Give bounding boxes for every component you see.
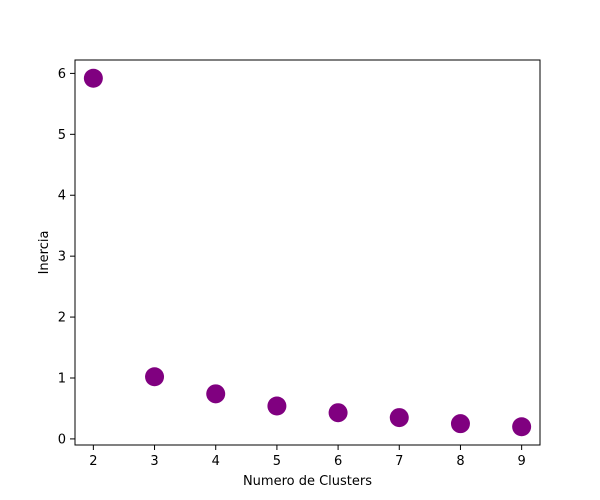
data-point xyxy=(450,414,470,434)
data-points xyxy=(83,68,532,437)
y-axis: 0 1 2 3 4 5 6 xyxy=(58,67,75,447)
plot-area xyxy=(74,59,541,446)
x-tick-label: 3 xyxy=(150,454,158,469)
y-tick-label: 1 xyxy=(58,371,66,386)
x-tick-label: 7 xyxy=(395,454,403,469)
data-point xyxy=(328,403,348,423)
y-tick-label: 0 xyxy=(58,432,66,447)
x-tick-label: 5 xyxy=(273,454,281,469)
x-axis: 2 3 4 5 6 7 8 9 xyxy=(89,445,526,469)
x-tick-label: 2 xyxy=(89,454,97,469)
x-tick-label: 4 xyxy=(212,454,220,469)
x-axis-label: Numero de Clusters xyxy=(243,474,372,489)
y-tick-label: 6 xyxy=(58,67,66,82)
y-axis-label: Inercia xyxy=(37,231,52,275)
y-tick-label: 5 xyxy=(58,128,66,143)
data-point xyxy=(267,396,287,416)
y-tick-label: 3 xyxy=(58,250,66,265)
y-tick-label: 2 xyxy=(58,311,66,326)
x-tick-label: 9 xyxy=(518,454,526,469)
x-tick-label: 8 xyxy=(456,454,464,469)
data-point xyxy=(83,68,103,88)
data-point xyxy=(389,408,409,428)
y-tick-label: 4 xyxy=(58,189,66,204)
data-point xyxy=(206,384,226,404)
data-point xyxy=(145,367,165,387)
data-point xyxy=(512,417,532,437)
x-tick-label: 6 xyxy=(334,454,342,469)
